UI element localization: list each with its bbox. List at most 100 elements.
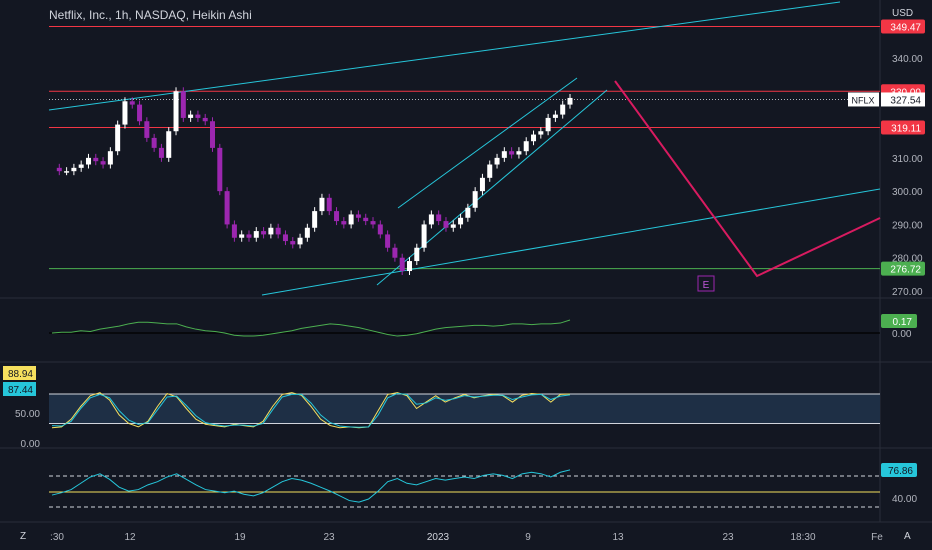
price-tick-label: 310.00 (892, 154, 923, 165)
candle (239, 234, 245, 238)
price-tick-label: 290.00 (892, 220, 923, 231)
candle (188, 114, 194, 118)
stoch-tick-0: 0.00 (21, 439, 41, 450)
candle (122, 101, 128, 125)
time-tick-label: Fe (871, 532, 883, 543)
candle (399, 257, 405, 272)
candle (450, 224, 456, 228)
level-tag-319: 319.11 (891, 124, 921, 135)
price-tick-label: 270.00 (892, 287, 923, 298)
rsi-tag: 76.86 (888, 466, 913, 477)
candle (312, 211, 318, 228)
candle (275, 227, 281, 235)
candle (479, 177, 485, 192)
level-tag-319-bg (881, 120, 925, 135)
time-tick-label: 2023 (427, 532, 450, 543)
time-tick-label: 18:30 (790, 532, 815, 543)
candle (56, 167, 62, 172)
candle (319, 197, 325, 212)
event-marker: E (703, 280, 710, 291)
event-marker-box (697, 275, 715, 292)
candle (348, 214, 354, 225)
candle (516, 151, 522, 155)
candle (268, 227, 274, 235)
oscillator-zero-tick: 0.00 (892, 329, 912, 340)
level-tag-349: 349.47 (890, 22, 921, 33)
stoch-tick-50: 50.00 (15, 409, 40, 420)
price-tick-label: 340.00 (892, 54, 923, 65)
chart-title: Netflix, Inc., 1h, NASDAQ, Heikin Ashi (49, 8, 252, 22)
candle (282, 234, 288, 242)
candle (428, 214, 434, 225)
stoch-d-tag-bg (3, 382, 36, 396)
candle (166, 131, 172, 158)
stochastic-band (49, 394, 880, 424)
level-tag-276: 276.72 (890, 265, 921, 276)
stoch-k-tag-bg (3, 366, 36, 380)
currency-label: USD (892, 8, 914, 19)
candle (217, 147, 223, 192)
stochastic-line (51, 393, 571, 428)
rsi-tick-40: 40.00 (892, 494, 917, 505)
oscillator-line (51, 319, 571, 337)
candle (392, 247, 398, 258)
candle (567, 97, 573, 105)
candle (129, 101, 135, 105)
oscillator-tag: 0.17 (893, 317, 913, 328)
candle (523, 141, 529, 152)
candle (107, 151, 113, 165)
candle (180, 91, 186, 118)
trend-line-lower (261, 188, 881, 296)
time-tick-label: 9 (525, 532, 531, 543)
candle (100, 161, 106, 165)
candle (158, 147, 164, 158)
level-tag-349-bg (881, 19, 925, 34)
candle (363, 217, 369, 222)
candle (115, 124, 121, 152)
candle (465, 207, 471, 218)
candle (210, 121, 216, 148)
candle (195, 114, 201, 118)
candle (246, 234, 252, 238)
projection-path (614, 80, 881, 278)
candle (414, 247, 420, 262)
candle (487, 164, 493, 178)
current-price-tag-bg (881, 92, 925, 107)
candle (224, 191, 230, 225)
candle (173, 91, 179, 132)
candle (326, 197, 332, 212)
candle (355, 214, 361, 218)
candle (261, 231, 267, 235)
a-icon[interactable]: A (904, 531, 911, 542)
candle (385, 234, 391, 248)
candle (341, 221, 347, 225)
symbol-tag-bg (848, 92, 879, 107)
candle (458, 217, 464, 225)
candle (202, 117, 208, 122)
candle (144, 121, 150, 138)
candle (538, 131, 544, 135)
time-tick-label: 12 (124, 532, 136, 543)
price-tick-label: 300.00 (892, 187, 923, 198)
candle (509, 151, 515, 155)
candle (406, 261, 412, 272)
candle (297, 237, 303, 245)
candle (560, 104, 566, 115)
time-tick-label: 19 (234, 532, 246, 543)
current-price-tag: 327.54 (890, 95, 921, 106)
candle (71, 167, 77, 172)
level-tag-276-bg (881, 261, 925, 276)
candle (472, 191, 478, 208)
stoch-d-tag: 87.44 (8, 385, 33, 396)
candle (290, 241, 296, 245)
candle (304, 227, 310, 238)
candle (552, 114, 558, 118)
candle (78, 164, 84, 168)
candle (443, 221, 449, 228)
candle (137, 104, 143, 122)
z-icon[interactable]: Z (20, 531, 27, 542)
time-tick-label: 23 (323, 532, 335, 543)
symbol-tag: NFLX (851, 95, 874, 105)
time-tick-label: 23 (722, 532, 734, 543)
